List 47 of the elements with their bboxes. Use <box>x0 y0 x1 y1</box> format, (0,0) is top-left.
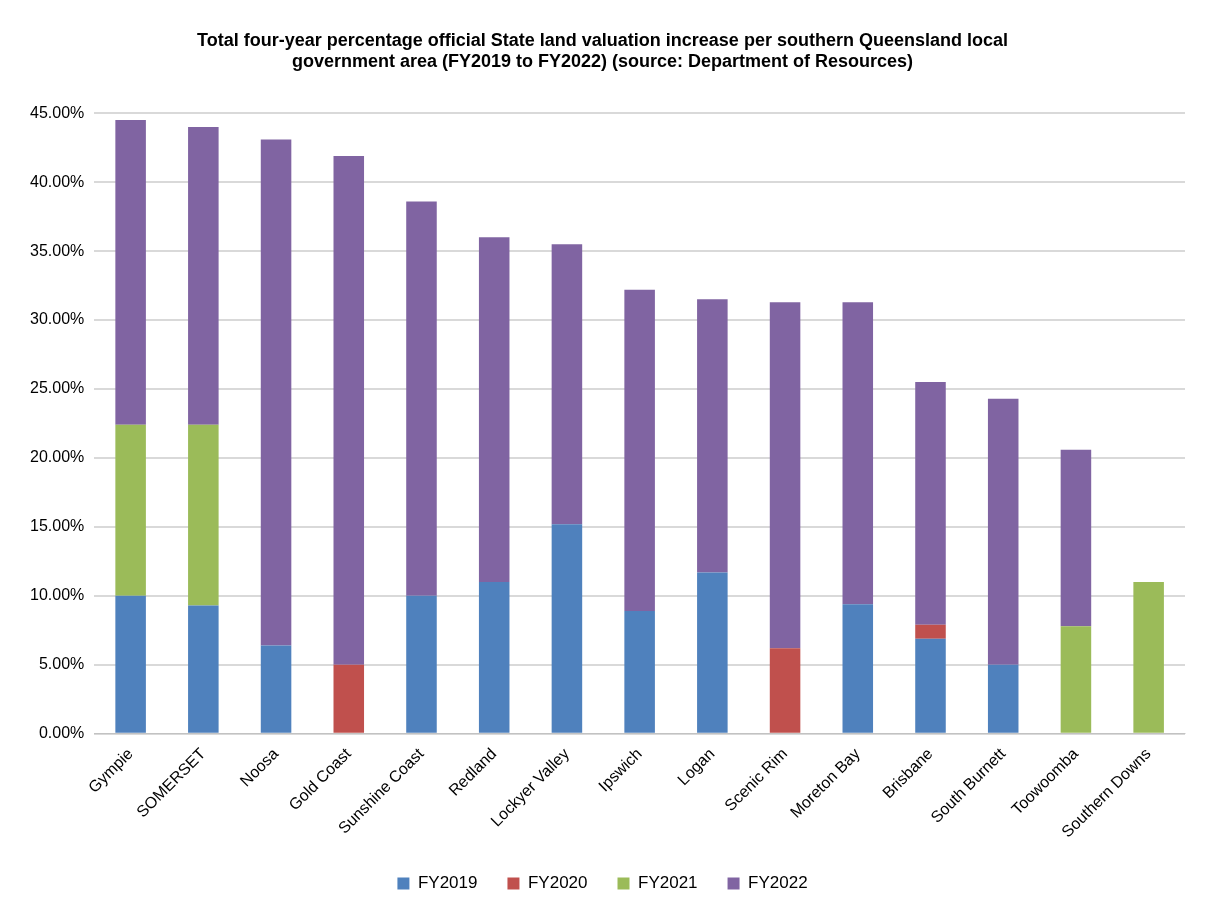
chart-title: Total four-year percentage official State land valuation increase per southern Queensland local government area (FY2019 to FY2022) (source: Department of Resources) <box>197 29 1008 72</box>
bar <box>987 398 1019 665</box>
legend-label: FY2021 <box>638 873 698 893</box>
y-tick-label: 0.00% <box>38 724 85 742</box>
bar <box>697 572 728 733</box>
bar <box>478 237 510 583</box>
legend-label: FY2019 <box>417 873 478 893</box>
y-tick-label: 45.00% <box>30 103 85 121</box>
bar <box>333 155 365 665</box>
y-tick-label: 20.00% <box>30 448 85 466</box>
bar <box>406 595 437 733</box>
bar <box>1060 626 1092 733</box>
bar <box>915 638 946 733</box>
bar <box>915 624 946 639</box>
bar <box>624 611 655 733</box>
bar <box>551 524 583 733</box>
bar <box>624 289 655 612</box>
bar <box>842 302 874 605</box>
y-tick-label: 15.00% <box>30 517 85 535</box>
legend-label: FY2022 <box>748 873 808 893</box>
bar <box>551 244 583 525</box>
bar <box>1060 449 1092 627</box>
bar <box>115 120 146 425</box>
y-tick-label: 35.00% <box>30 241 85 259</box>
bar <box>333 664 365 733</box>
bar <box>115 424 146 596</box>
bar <box>842 604 874 733</box>
y-tick-label: 25.00% <box>30 379 85 397</box>
y-tick-label: 40.00% <box>30 172 85 190</box>
bar <box>406 201 437 596</box>
bar <box>697 299 728 573</box>
legend-label: FY2020 <box>527 873 588 893</box>
bar <box>915 382 946 625</box>
bar <box>1133 582 1164 733</box>
bar <box>260 139 292 646</box>
bar <box>115 595 146 733</box>
bar <box>769 302 801 649</box>
y-tick-label: 10.00% <box>30 586 85 604</box>
y-tick-label: 30.00% <box>30 310 85 328</box>
bar <box>188 424 219 606</box>
bar <box>188 605 219 733</box>
bar <box>260 645 292 733</box>
y-tick-label: 5.00% <box>38 655 85 673</box>
bar <box>987 664 1019 733</box>
bar <box>769 648 801 733</box>
bar <box>188 126 219 425</box>
bar <box>478 582 510 733</box>
